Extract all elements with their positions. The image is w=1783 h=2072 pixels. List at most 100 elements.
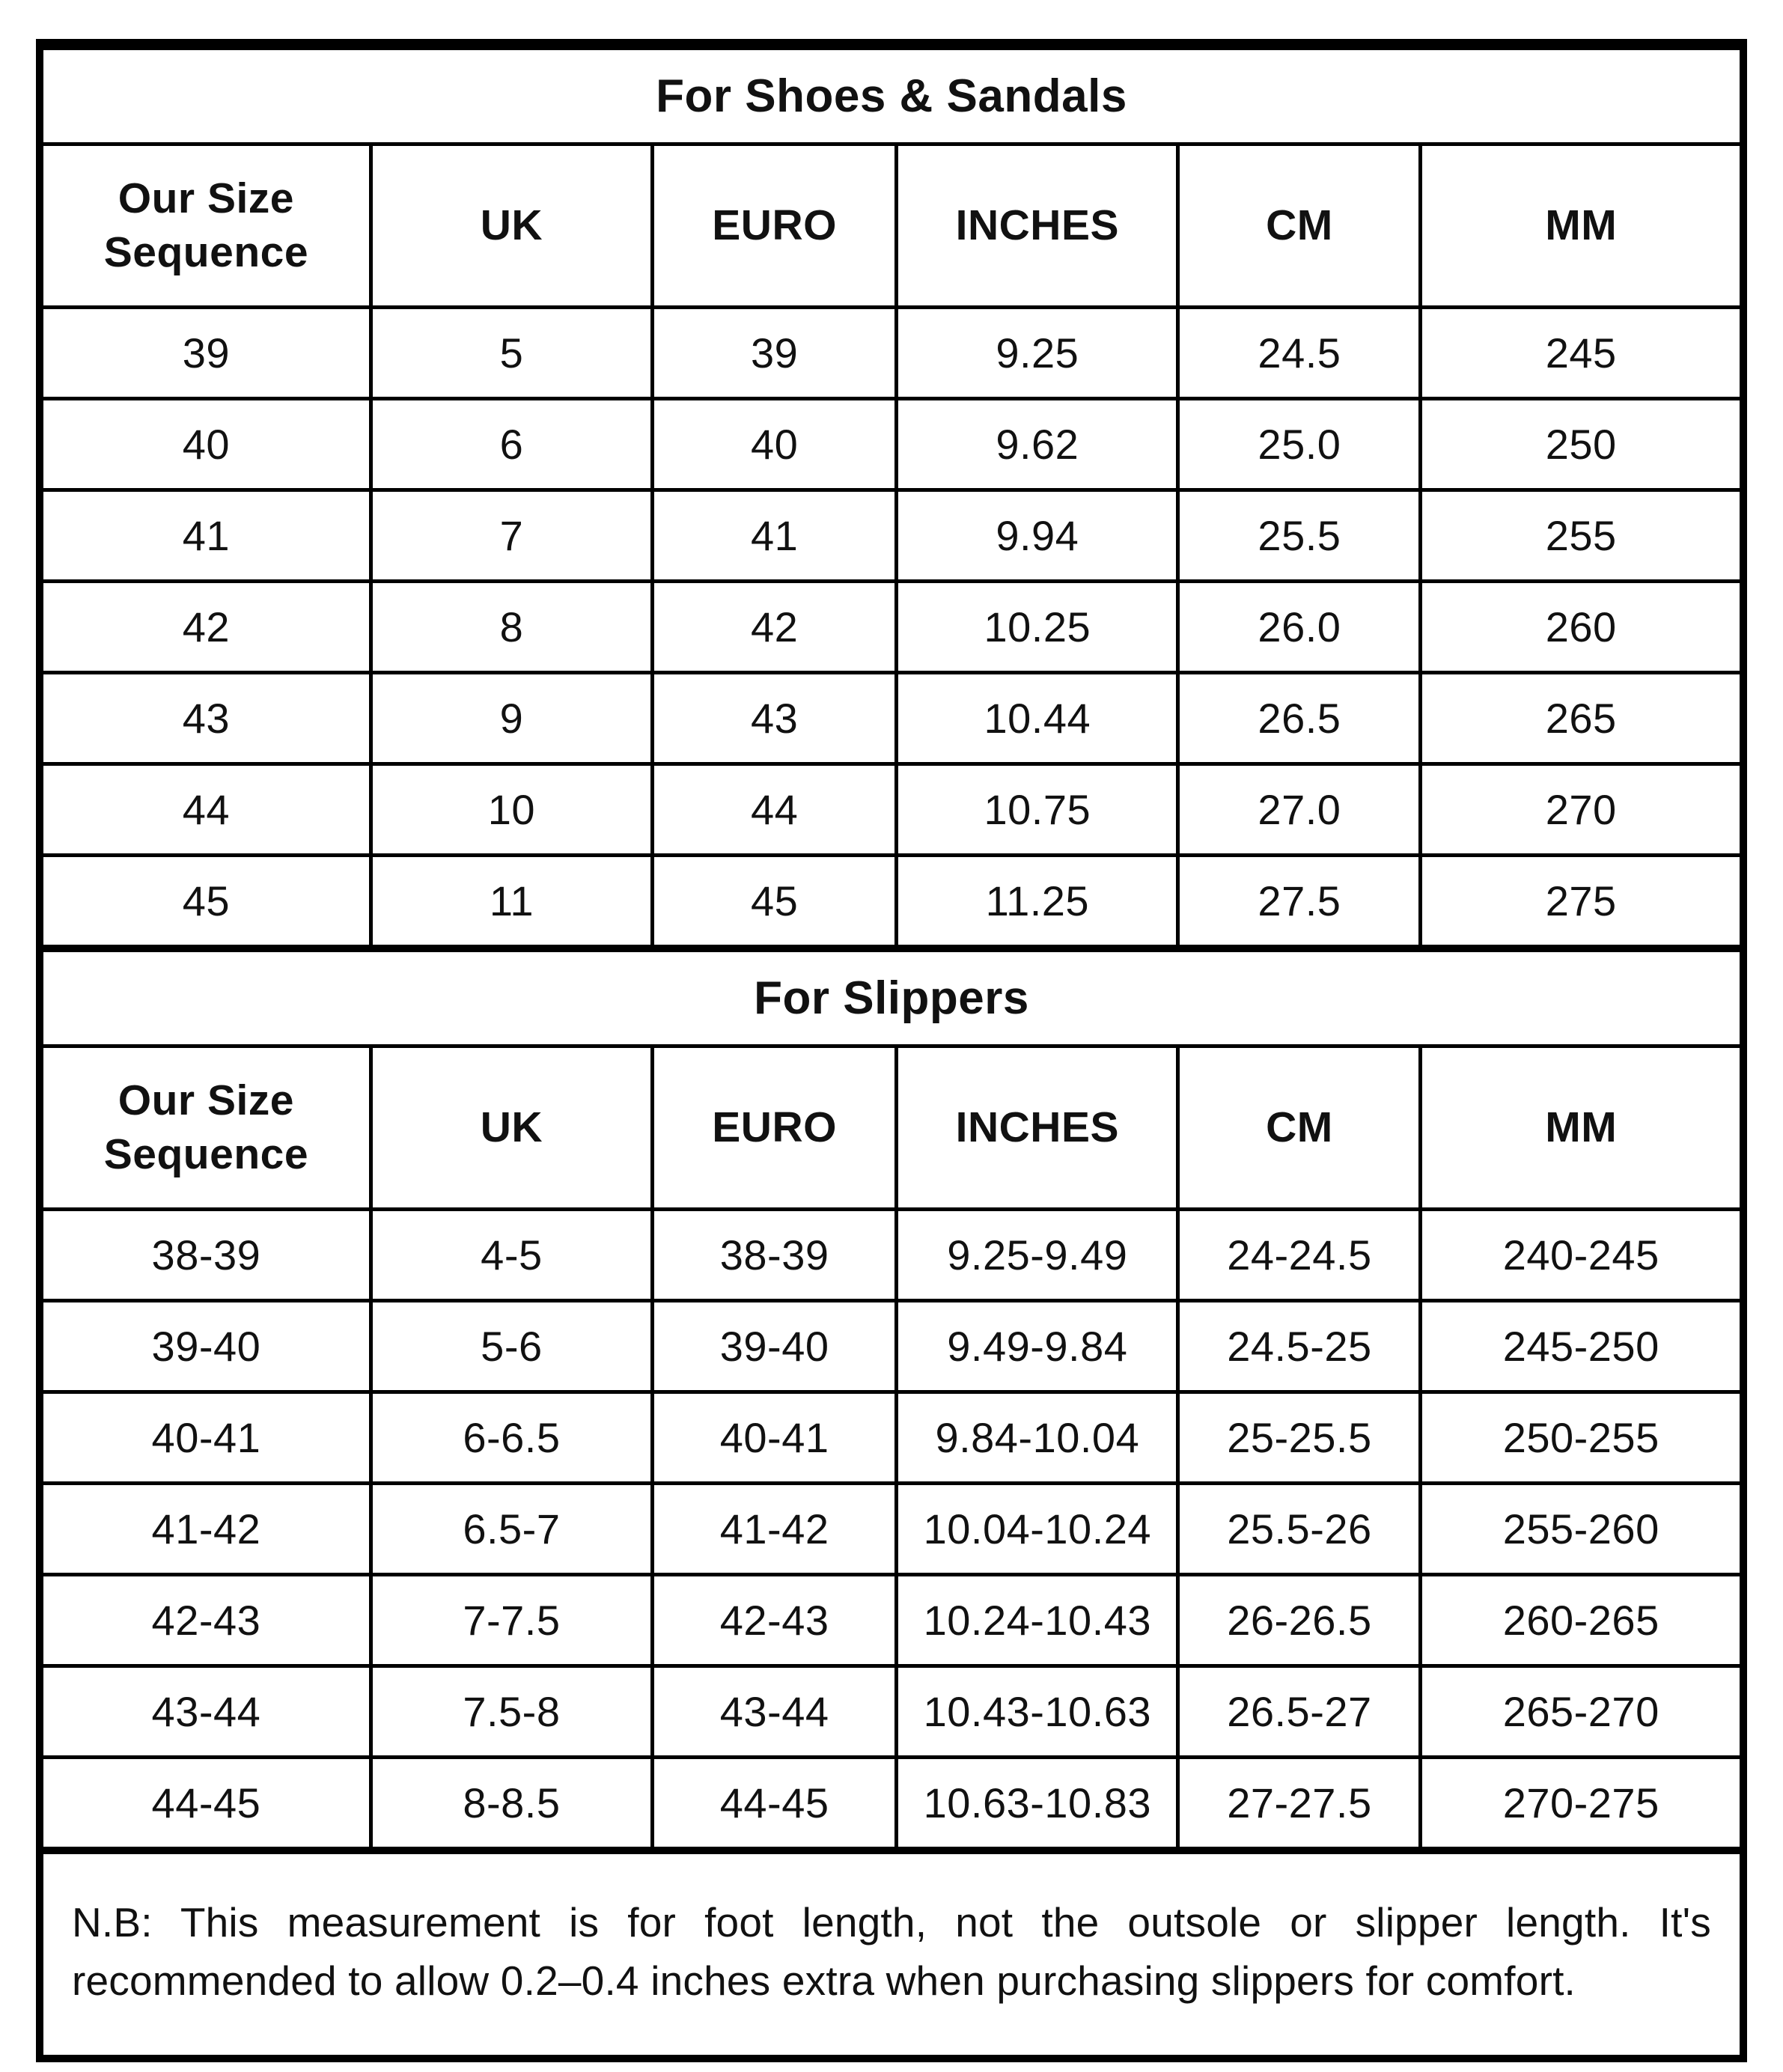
table-row: 43 9 43 10.44 26.5 265 [43,671,1740,766]
table-cell: 24-24.5 [1176,1207,1423,1302]
column-header: EURO [650,1044,899,1211]
table-cell: 5 [368,305,654,400]
table-cell: 270 [1418,762,1740,857]
table-cell: 42-43 [43,1573,373,1668]
table-cell: 27-27.5 [1176,1755,1423,1850]
table-cell: 40-41 [650,1390,899,1485]
column-header: Our Size Sequence [43,142,373,309]
table-cell: 38-39 [43,1207,373,1302]
table-cell: 42 [43,579,373,674]
table-row: 43-44 7.5-8 43-44 10.43-10.63 26.5-27 265-270 [43,1664,1740,1759]
table-cell: 39-40 [650,1299,899,1394]
table-cell: 260-265 [1418,1573,1740,1668]
table-cell: 10 [368,762,654,857]
table-cell: 8 [368,579,654,674]
table-cell: 10.24-10.43 [894,1573,1180,1668]
table-row: 39-40 5-6 39-40 9.49-9.84 24.5-25 245-250 [43,1299,1740,1394]
table-cell: 26.5-27 [1176,1664,1423,1759]
table-cell: 10.75 [894,762,1180,857]
table-cell: 9 [368,671,654,766]
table-cell: 45 [650,853,899,948]
table-cell: 39-40 [43,1299,373,1394]
table-cell: 10.43-10.63 [894,1664,1180,1759]
table-cell: 265-270 [1418,1664,1740,1759]
table-cell: 6-6.5 [368,1390,654,1485]
table-row: 44-45 8-8.5 44-45 10.63-10.83 27-27.5 270-275 [43,1755,1740,1850]
table-cell: 40-41 [43,1390,373,1485]
column-header: MM [1418,142,1740,309]
table-cell: 42-43 [650,1573,899,1668]
table-cell: 265 [1418,671,1740,766]
table-cell: 44 [43,762,373,857]
table-cell: 25-25.5 [1176,1390,1423,1485]
table-cell: 9.49-9.84 [894,1299,1180,1394]
column-header: CM [1176,1044,1423,1211]
table-cell: 25.5 [1176,488,1423,583]
table-row: 44 10 44 10.75 27.0 270 [43,762,1740,857]
table-cell: 270-275 [1418,1755,1740,1850]
table-cell: 41 [650,488,899,583]
table-cell: 45 [43,853,373,948]
column-header: MM [1418,1044,1740,1211]
table-row: 42 8 42 10.25 26.0 260 [43,579,1740,674]
table-row: 45 11 45 11.25 27.5 275 [43,853,1740,948]
table-cell: 7-7.5 [368,1573,654,1668]
table-cell: 8-8.5 [368,1755,654,1850]
table-cell: 25.5-26 [1176,1481,1423,1576]
table-row: 41-42 6.5-7 41-42 10.04-10.24 25.5-26 255-260 [43,1481,1740,1576]
table-cell: 10.04-10.24 [894,1481,1180,1576]
shoes-sandals-size-table: For Shoes & Sandals Our Size Sequence UK EU… [43,46,1740,948]
table-row: 41 7 41 9.94 25.5 255 [43,488,1740,583]
table-cell: 26.5 [1176,671,1423,766]
table-cell: 26-26.5 [1176,1573,1423,1668]
table-cell: 44-45 [650,1755,899,1850]
table-row: 40-41 6-6.5 40-41 9.84-10.04 25-25.5 250-255 [43,1390,1740,1485]
table-cell: 44-45 [43,1755,373,1850]
table-cell: 9.84-10.04 [894,1390,1180,1485]
table-row: 39 5 39 9.25 24.5 245 [43,305,1740,400]
table-cell: 43-44 [650,1664,899,1759]
table-cell: 255 [1418,488,1740,583]
table-cell: 9.94 [894,488,1180,583]
table-cell: 44 [650,762,899,857]
table-cell: 41-42 [43,1481,373,1576]
table-cell: 250-255 [1418,1390,1740,1485]
table-cell: 10.63-10.83 [894,1755,1180,1850]
table-cell: 27.0 [1176,762,1423,857]
table-row: 42-43 7-7.5 42-43 10.24-10.43 26-26.5 260-265 [43,1573,1740,1668]
table-title: For Slippers [43,948,1740,1048]
table-cell: 240-245 [1418,1207,1740,1302]
table-cell: 275 [1418,853,1740,948]
column-header: UK [368,142,654,309]
table-cell: 7 [368,488,654,583]
note-text: N.B: This measurement is for foot length… [72,1899,1711,2005]
column-header: EURO [650,142,899,309]
table-cell: 245-250 [1418,1299,1740,1394]
column-header: CM [1176,142,1423,309]
table-row: 40 6 40 9.62 25.0 250 [43,397,1740,492]
table-cell: 43 [650,671,899,766]
table-cell: 7.5-8 [368,1664,654,1759]
table-cell: 43-44 [43,1664,373,1759]
table-cell: 39 [650,305,899,400]
table-cell: 41 [43,488,373,583]
table-cell: 5-6 [368,1299,654,1394]
table-cell: 6.5-7 [368,1481,654,1576]
table-cell: 11.25 [894,853,1180,948]
table-cell: 4-5 [368,1207,654,1302]
table-cell: 250 [1418,397,1740,492]
table-cell: 9.62 [894,397,1180,492]
table-cell: 24.5 [1176,305,1423,400]
table-cell: 42 [650,579,899,674]
column-header: INCHES [894,1044,1180,1211]
table-cell: 40 [650,397,899,492]
column-header: Our Size Sequence [43,1044,373,1211]
table-cell: 40 [43,397,373,492]
table-cell: 260 [1418,579,1740,674]
table-cell: 26.0 [1176,579,1423,674]
table-cell: 27.5 [1176,853,1423,948]
table-cell: 11 [368,853,654,948]
size-chart-sheet: For Shoes & Sandals Our Size Sequence UK EU… [36,39,1747,2063]
table-cell: 24.5-25 [1176,1299,1423,1394]
note-box: N.B: This measurement is for foot length… [43,1850,1740,2055]
